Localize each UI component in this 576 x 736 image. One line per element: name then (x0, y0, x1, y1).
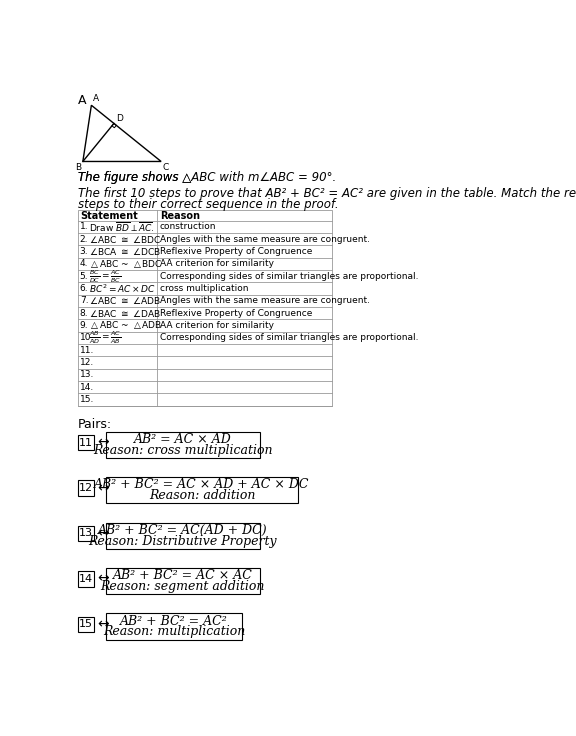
Text: 11: 11 (79, 437, 93, 447)
Text: A: A (78, 94, 87, 107)
Text: The figure shows △ABC with m∠ABC = 90°.: The figure shows △ABC with m∠ABC = 90°. (78, 171, 336, 185)
Text: 14.: 14. (79, 383, 94, 392)
Text: $\frac{BC}{DC}=\frac{AC}{BC}$: $\frac{BC}{DC}=\frac{AC}{BC}$ (89, 268, 121, 285)
Bar (106, 523, 260, 549)
Text: B: B (75, 163, 81, 172)
Text: cross multiplication: cross multiplication (160, 284, 248, 293)
Text: Reason: segment addition: Reason: segment addition (101, 580, 265, 593)
Text: 7.: 7. (79, 297, 88, 305)
Text: ↔: ↔ (97, 481, 108, 495)
Bar (106, 568, 260, 594)
Text: Corresponding sides of similar triangles are proportional.: Corresponding sides of similar triangles… (160, 272, 418, 280)
Text: $\angle$ABC $\cong$ $\angle$BDC: $\angle$ABC $\cong$ $\angle$BDC (89, 234, 161, 245)
Text: $\angle$BAC $\cong$ $\angle$DAB: $\angle$BAC $\cong$ $\angle$DAB (89, 308, 161, 319)
Text: The first 10 steps to prove that AB² + BC² = AC² are given in the table. Match t: The first 10 steps to prove that AB² + B… (78, 187, 576, 200)
Text: AB² + BC² = AC × AD + AC × DC: AB² + BC² = AC × AD + AC × DC (94, 478, 310, 492)
Text: AA criterion for similarity: AA criterion for similarity (160, 259, 274, 269)
Text: Reason: multiplication: Reason: multiplication (103, 626, 245, 638)
Text: 4.: 4. (79, 259, 88, 269)
Text: 10.: 10. (79, 333, 94, 342)
Text: 12: 12 (79, 483, 93, 493)
Text: Angles with the same measure are congruent.: Angles with the same measure are congrue… (160, 297, 370, 305)
Bar (106, 432, 260, 458)
Text: $BC^2 = AC \times DC$: $BC^2 = AC \times DC$ (89, 283, 156, 294)
Bar (106, 614, 242, 640)
Text: ↔: ↔ (97, 526, 108, 540)
Text: 15.: 15. (79, 395, 94, 404)
Text: $\angle$ABC $\cong$ $\angle$ADB: $\angle$ABC $\cong$ $\angle$ADB (89, 295, 161, 306)
Text: Reason: Distributive Property: Reason: Distributive Property (89, 534, 277, 548)
Text: $\angle$BCA $\cong$ $\angle$DCB: $\angle$BCA $\cong$ $\angle$DCB (89, 246, 161, 257)
Text: AB² + BC² = AC(AD + DC): AB² + BC² = AC(AD + DC) (98, 524, 268, 537)
Text: 11.: 11. (79, 346, 94, 355)
Text: 6.: 6. (79, 284, 88, 293)
Bar (78, 210, 332, 406)
Text: D: D (116, 113, 123, 123)
Text: Reflexive Property of Congruence: Reflexive Property of Congruence (160, 308, 312, 318)
Text: 5.: 5. (79, 272, 88, 280)
Text: 8.: 8. (79, 308, 88, 318)
Text: $\triangle$ABC ~ $\triangle$ADB: $\triangle$ABC ~ $\triangle$ADB (89, 319, 162, 331)
Text: Reason: Reason (160, 210, 200, 221)
Text: 13.: 13. (79, 370, 94, 379)
Text: 9.: 9. (79, 321, 88, 330)
Text: Corresponding sides of similar triangles are proportional.: Corresponding sides of similar triangles… (160, 333, 418, 342)
Bar (78, 526, 94, 541)
Bar (78, 571, 94, 587)
Text: ↔: ↔ (97, 436, 108, 450)
Text: Reason: addition: Reason: addition (149, 489, 255, 502)
Bar (78, 435, 94, 450)
Text: A: A (93, 94, 99, 103)
Text: construction: construction (160, 222, 216, 231)
Text: Reflexive Property of Congruence: Reflexive Property of Congruence (160, 247, 312, 256)
Text: 15: 15 (79, 619, 93, 629)
Bar (78, 481, 94, 495)
Text: 2.: 2. (79, 235, 88, 244)
Text: 1.: 1. (79, 222, 88, 231)
Text: $\frac{AB}{AD}=\frac{AC}{AB}$: $\frac{AB}{AD}=\frac{AC}{AB}$ (89, 330, 122, 346)
Text: AB² + BC² = AC²: AB² + BC² = AC² (120, 615, 228, 628)
Text: steps to their correct sequence in the proof.: steps to their correct sequence in the p… (78, 198, 339, 210)
Text: C: C (162, 163, 169, 172)
Bar (78, 617, 94, 632)
Text: 13: 13 (79, 528, 93, 538)
Text: Pairs:: Pairs: (78, 418, 112, 431)
Text: 12.: 12. (79, 358, 94, 367)
Text: The figure shows △: The figure shows △ (78, 171, 191, 185)
Text: AA criterion for similarity: AA criterion for similarity (160, 321, 274, 330)
Text: ↔: ↔ (97, 572, 108, 586)
Bar (106, 477, 298, 503)
Text: 3.: 3. (79, 247, 88, 256)
Text: 14: 14 (79, 574, 93, 584)
Text: AB² + BC² = AC × AC: AB² + BC² = AC × AC (113, 569, 253, 582)
Text: AB² = AC × AD: AB² = AC × AD (134, 433, 232, 446)
Text: ↔: ↔ (97, 618, 108, 631)
Text: Statement: Statement (81, 210, 138, 221)
Text: Draw $\overline{BD} \perp \overline{AC}$.: Draw $\overline{BD} \perp \overline{AC}$… (89, 220, 154, 234)
Text: $\triangle$ABC ~ $\triangle$BDC: $\triangle$ABC ~ $\triangle$BDC (89, 258, 162, 270)
Text: Angles with the same measure are congruent.: Angles with the same measure are congrue… (160, 235, 370, 244)
Text: Reason: cross multiplication: Reason: cross multiplication (93, 444, 272, 457)
